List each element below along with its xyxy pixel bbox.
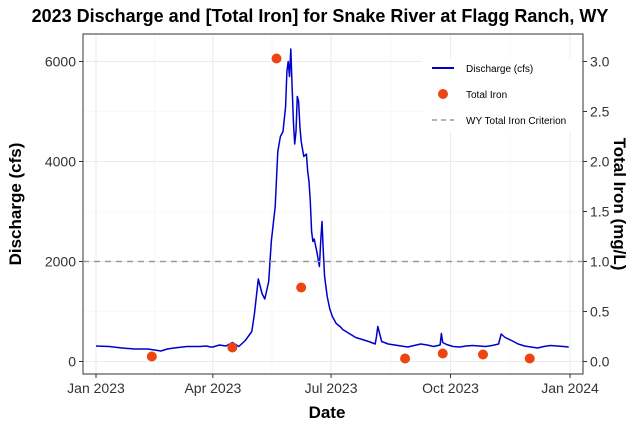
iron-point — [271, 53, 282, 64]
y2-tick-label: 0.0 — [590, 354, 610, 370]
x-tick-label: Jan 2023 — [67, 380, 125, 396]
legend-label-criterion: WY Total Iron Criterion — [466, 116, 566, 127]
plot-border — [82, 33, 584, 375]
y2-tick-label: 3.0 — [590, 54, 610, 70]
y2-tick-label: 2.5 — [590, 104, 610, 120]
x-tick-label: Oct 2023 — [422, 380, 479, 396]
chart-title: 2023 Discharge and [Total Iron] for Snak… — [32, 6, 609, 26]
iron-point — [400, 353, 411, 364]
y2-tick-label: 2.0 — [590, 154, 610, 170]
x-tick-label: Apr 2023 — [184, 380, 241, 396]
x-axis-title: Date — [309, 403, 346, 422]
iron-point — [146, 351, 157, 362]
iron-point — [296, 282, 307, 293]
iron-point — [478, 349, 488, 360]
y-tick-label: 6000 — [45, 54, 76, 70]
iron-point — [227, 342, 238, 353]
y-tick-label: 0 — [68, 354, 76, 370]
legend-label-iron: Total Iron — [466, 90, 507, 101]
y-tick-label: 4000 — [45, 154, 76, 170]
legend-box — [422, 58, 580, 132]
y-tick-label: 2000 — [45, 254, 76, 270]
legend: Discharge (cfs) Total Iron WY Total Iron… — [422, 58, 580, 132]
x-tick-label: Jul 2023 — [305, 380, 358, 396]
iron-point — [524, 353, 535, 364]
legend-label-discharge: Discharge (cfs) — [466, 64, 533, 75]
iron-point — [437, 348, 448, 359]
y2-tick-label: 1.5 — [590, 204, 610, 220]
y2-tick-label: 1.0 — [590, 254, 610, 270]
ticks: Jan 2023 Apr 2023 Jul 2023 Oct 2023 Jan 2024… — [45, 54, 610, 397]
y2-tick-label: 0.5 — [590, 304, 610, 320]
x-tick-label: Jan 2024 — [541, 380, 599, 396]
y-axis-title: Discharge (cfs) — [6, 143, 25, 266]
y2-axis-title: Total Iron (mg/L) — [610, 138, 629, 271]
legend-key-iron — [438, 89, 448, 99]
marks — [83, 48, 583, 364]
discharge-line — [95, 48, 569, 352]
axes — [82, 33, 584, 375]
